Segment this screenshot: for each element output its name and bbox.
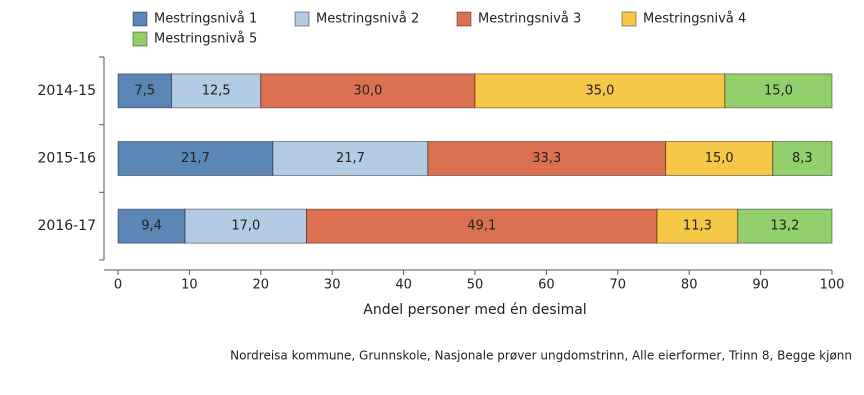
x-tick-label: 50	[467, 278, 484, 293]
data-label: 49,1	[467, 219, 496, 234]
data-label: 13,2	[770, 219, 799, 234]
x-tick-label: 10	[181, 278, 198, 293]
x-tick-label: 80	[681, 278, 698, 293]
x-tick-label: 60	[538, 278, 555, 293]
legend-label: Mestringsnivå 2	[316, 12, 419, 27]
bar-segment	[117, 208, 186, 244]
bar-segment	[117, 73, 173, 109]
data-label: 8,3	[792, 151, 813, 166]
data-label: 33,3	[532, 151, 561, 166]
x-tick-label: 90	[752, 278, 769, 293]
bar-segment	[260, 73, 476, 109]
data-label: 21,7	[336, 151, 365, 166]
bar-segment	[772, 141, 833, 176]
legend-swatch	[132, 11, 148, 27]
data-label: 35,0	[585, 83, 614, 98]
x-tick-label: 0	[114, 278, 122, 293]
bar-segment	[665, 141, 774, 176]
bar-segment	[427, 141, 667, 176]
legend-swatch	[132, 31, 148, 47]
data-label: 15,0	[764, 83, 793, 98]
legend-swatch	[456, 11, 472, 27]
x-tick-label: 20	[253, 278, 270, 293]
data-label: 21,7	[181, 151, 210, 166]
chart-note: Nordreisa kommune, Grunnskole, Nasjonale…	[230, 349, 852, 363]
data-label: 7,5	[134, 83, 155, 98]
data-label: 30,0	[353, 83, 382, 98]
legend-label: Mestringsnivå 4	[643, 12, 746, 27]
legend-swatch	[294, 11, 310, 27]
x-axis-label: Andel personer med én desimal	[363, 302, 586, 318]
data-label: 11,3	[683, 219, 712, 234]
data-label: 15,0	[705, 151, 734, 166]
legend-label: Mestringsnivå 3	[478, 12, 581, 27]
bar-segment	[117, 141, 274, 176]
x-tick-label: 30	[324, 278, 341, 293]
bar-segment	[272, 141, 429, 176]
legend-label: Mestringsnivå 1	[154, 12, 257, 27]
legend-swatch	[621, 11, 637, 27]
data-label: 9,4	[141, 219, 162, 234]
bar-segment	[737, 208, 833, 244]
bar-segment	[724, 73, 833, 109]
y-tick-label: 2015-16	[38, 151, 97, 167]
y-tick-label: 2016-17	[38, 218, 97, 234]
data-label: 17,0	[231, 219, 260, 234]
y-tick-label: 2014-15	[38, 83, 97, 99]
x-tick-label: 100	[820, 278, 845, 293]
legend-label: Mestringsnivå 5	[154, 32, 257, 47]
data-label: 12,5	[202, 83, 231, 98]
x-tick-label: 70	[610, 278, 627, 293]
x-tick-label: 40	[395, 278, 412, 293]
